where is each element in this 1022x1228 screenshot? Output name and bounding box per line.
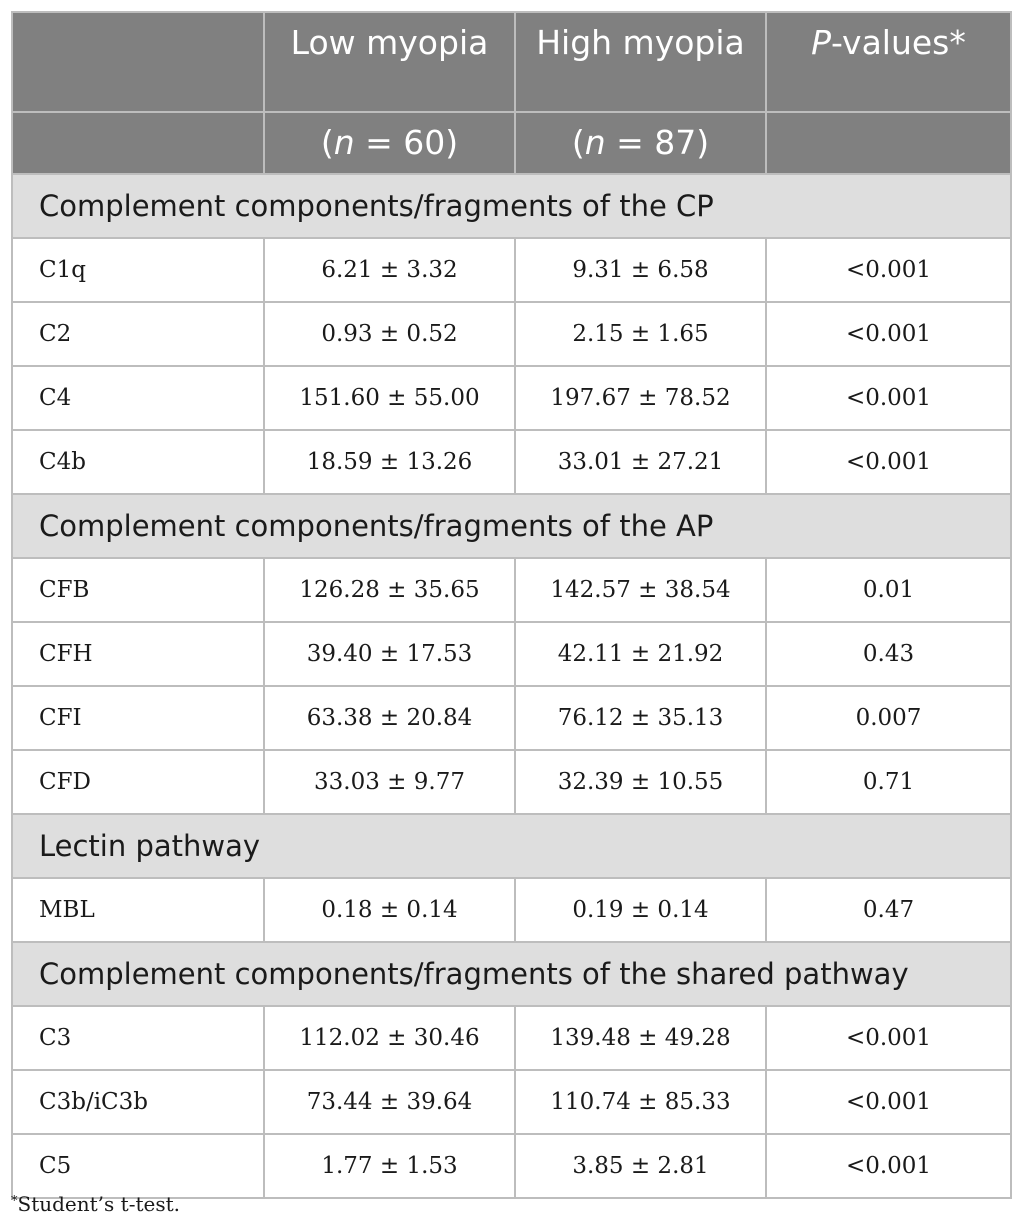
high-myopia-value-cell: 197.67 ± 78.52 xyxy=(514,365,767,431)
high-myopia-value-cell: 42.11 ± 21.92 xyxy=(514,621,767,687)
table-row: MBL 0.18 ± 0.14 0.19 ± 0.14 0.47 xyxy=(11,877,1012,943)
component-name-cell: C3b/iC3b xyxy=(11,1069,265,1135)
table-row: CFI 63.38 ± 20.84 76.12 ± 35.13 0.007 xyxy=(11,685,1012,751)
p-value-cell: 0.01 xyxy=(765,557,1012,623)
component-name-cell: CFI xyxy=(11,685,265,751)
low-myopia-value-cell: 63.38 ± 20.84 xyxy=(263,685,516,751)
p-value-cell: <0.001 xyxy=(765,1005,1012,1071)
table-row: C3 112.02 ± 30.46 139.48 ± 49.28 <0.001 xyxy=(11,1005,1012,1071)
component-name-cell: CFH xyxy=(11,621,265,687)
high-myopia-value-cell: 33.01 ± 27.21 xyxy=(514,429,767,495)
p-value-cell: 0.71 xyxy=(765,749,1012,815)
table-row: C5 1.77 ± 1.53 3.85 ± 2.81 <0.001 xyxy=(11,1133,1012,1199)
p-value-cell: <0.001 xyxy=(765,1133,1012,1199)
header-blank-cell xyxy=(11,111,265,175)
footnote: *Student’s t-test. xyxy=(11,1192,180,1216)
table-row: C2 0.93 ± 0.52 2.15 ± 1.65 <0.001 xyxy=(11,301,1012,367)
low-myopia-value-cell: 1.77 ± 1.53 xyxy=(263,1133,516,1199)
p-value-cell: <0.001 xyxy=(765,1069,1012,1135)
table-row: C3b/iC3b 73.44 ± 39.64 110.74 ± 85.33 <0.00… xyxy=(11,1069,1012,1135)
header-row: Low myopia High myopia P-values* xyxy=(11,11,1012,113)
component-name-cell: C3 xyxy=(11,1005,265,1071)
low-myopia-value-cell: 73.44 ± 39.64 xyxy=(263,1069,516,1135)
component-name-cell: C2 xyxy=(11,301,265,367)
header-n-high: (n = 87) xyxy=(514,111,767,175)
high-myopia-value-cell: 3.85 ± 2.81 xyxy=(514,1133,767,1199)
component-name-cell: C5 xyxy=(11,1133,265,1199)
high-myopia-value-cell: 32.39 ± 10.55 xyxy=(514,749,767,815)
header-low-myopia: Low myopia xyxy=(263,11,516,113)
component-name-cell: C1q xyxy=(11,237,265,303)
header-p-values: P-values* xyxy=(765,11,1012,113)
high-myopia-value-cell: 110.74 ± 85.33 xyxy=(514,1069,767,1135)
low-myopia-value-cell: 112.02 ± 30.46 xyxy=(263,1005,516,1071)
table-row: CFH 39.40 ± 17.53 42.11 ± 21.92 0.43 xyxy=(11,621,1012,687)
component-name-cell: MBL xyxy=(11,877,265,943)
table-row: C1q 6.21 ± 3.32 9.31 ± 6.58 <0.001 xyxy=(11,237,1012,303)
section-title: Complement components/fragments of the C… xyxy=(11,173,1012,239)
p-value-cell: <0.001 xyxy=(765,301,1012,367)
p-value-cell: <0.001 xyxy=(765,365,1012,431)
high-myopia-value-cell: 2.15 ± 1.65 xyxy=(514,301,767,367)
header-blank-cell xyxy=(765,111,1012,175)
low-myopia-value-cell: 6.21 ± 3.32 xyxy=(263,237,516,303)
component-name-cell: CFD xyxy=(11,749,265,815)
low-myopia-value-cell: 151.60 ± 55.00 xyxy=(263,365,516,431)
component-name-cell: C4b xyxy=(11,429,265,495)
high-myopia-value-cell: 139.48 ± 49.28 xyxy=(514,1005,767,1071)
p-value-cell: 0.43 xyxy=(765,621,1012,687)
low-myopia-value-cell: 126.28 ± 35.65 xyxy=(263,557,516,623)
table-row: C4 151.60 ± 55.00 197.67 ± 78.52 <0.001 xyxy=(11,365,1012,431)
p-value-cell: 0.47 xyxy=(765,877,1012,943)
table-row: CFD 33.03 ± 9.77 32.39 ± 10.55 0.71 xyxy=(11,749,1012,815)
header-n-row: (n = 60) (n = 87) xyxy=(11,111,1012,175)
section-title: Complement components/fragments of the s… xyxy=(11,941,1012,1007)
high-myopia-value-cell: 0.19 ± 0.14 xyxy=(514,877,767,943)
low-myopia-value-cell: 0.18 ± 0.14 xyxy=(263,877,516,943)
section-title: Complement components/fragments of the A… xyxy=(11,493,1012,559)
component-name-cell: CFB xyxy=(11,557,265,623)
section-header-row: Lectin pathway xyxy=(11,813,1012,879)
high-myopia-value-cell: 142.57 ± 38.54 xyxy=(514,557,767,623)
header-high-myopia: High myopia xyxy=(514,11,767,113)
data-table: Low myopia High myopia P-values* (n = 60… xyxy=(11,11,1012,1199)
p-value-cell: <0.001 xyxy=(765,429,1012,495)
low-myopia-value-cell: 33.03 ± 9.77 xyxy=(263,749,516,815)
p-value-cell: <0.001 xyxy=(765,237,1012,303)
p-value-cell: 0.007 xyxy=(765,685,1012,751)
low-myopia-value-cell: 0.93 ± 0.52 xyxy=(263,301,516,367)
table-body: Complement components/fragments of the C… xyxy=(11,173,1012,1199)
section-header-row: Complement components/fragments of the C… xyxy=(11,173,1012,239)
high-myopia-value-cell: 9.31 ± 6.58 xyxy=(514,237,767,303)
header-n-low: (n = 60) xyxy=(263,111,516,175)
high-myopia-value-cell: 76.12 ± 35.13 xyxy=(514,685,767,751)
table-row: CFB 126.28 ± 35.65 142.57 ± 38.54 0.01 xyxy=(11,557,1012,623)
section-title: Lectin pathway xyxy=(11,813,1012,879)
section-header-row: Complement components/fragments of the s… xyxy=(11,941,1012,1007)
component-name-cell: C4 xyxy=(11,365,265,431)
table-row: C4b 18.59 ± 13.26 33.01 ± 27.21 <0.001 xyxy=(11,429,1012,495)
section-header-row: Complement components/fragments of the A… xyxy=(11,493,1012,559)
low-myopia-value-cell: 39.40 ± 17.53 xyxy=(263,621,516,687)
low-myopia-value-cell: 18.59 ± 13.26 xyxy=(263,429,516,495)
header-blank-cell xyxy=(11,11,265,113)
